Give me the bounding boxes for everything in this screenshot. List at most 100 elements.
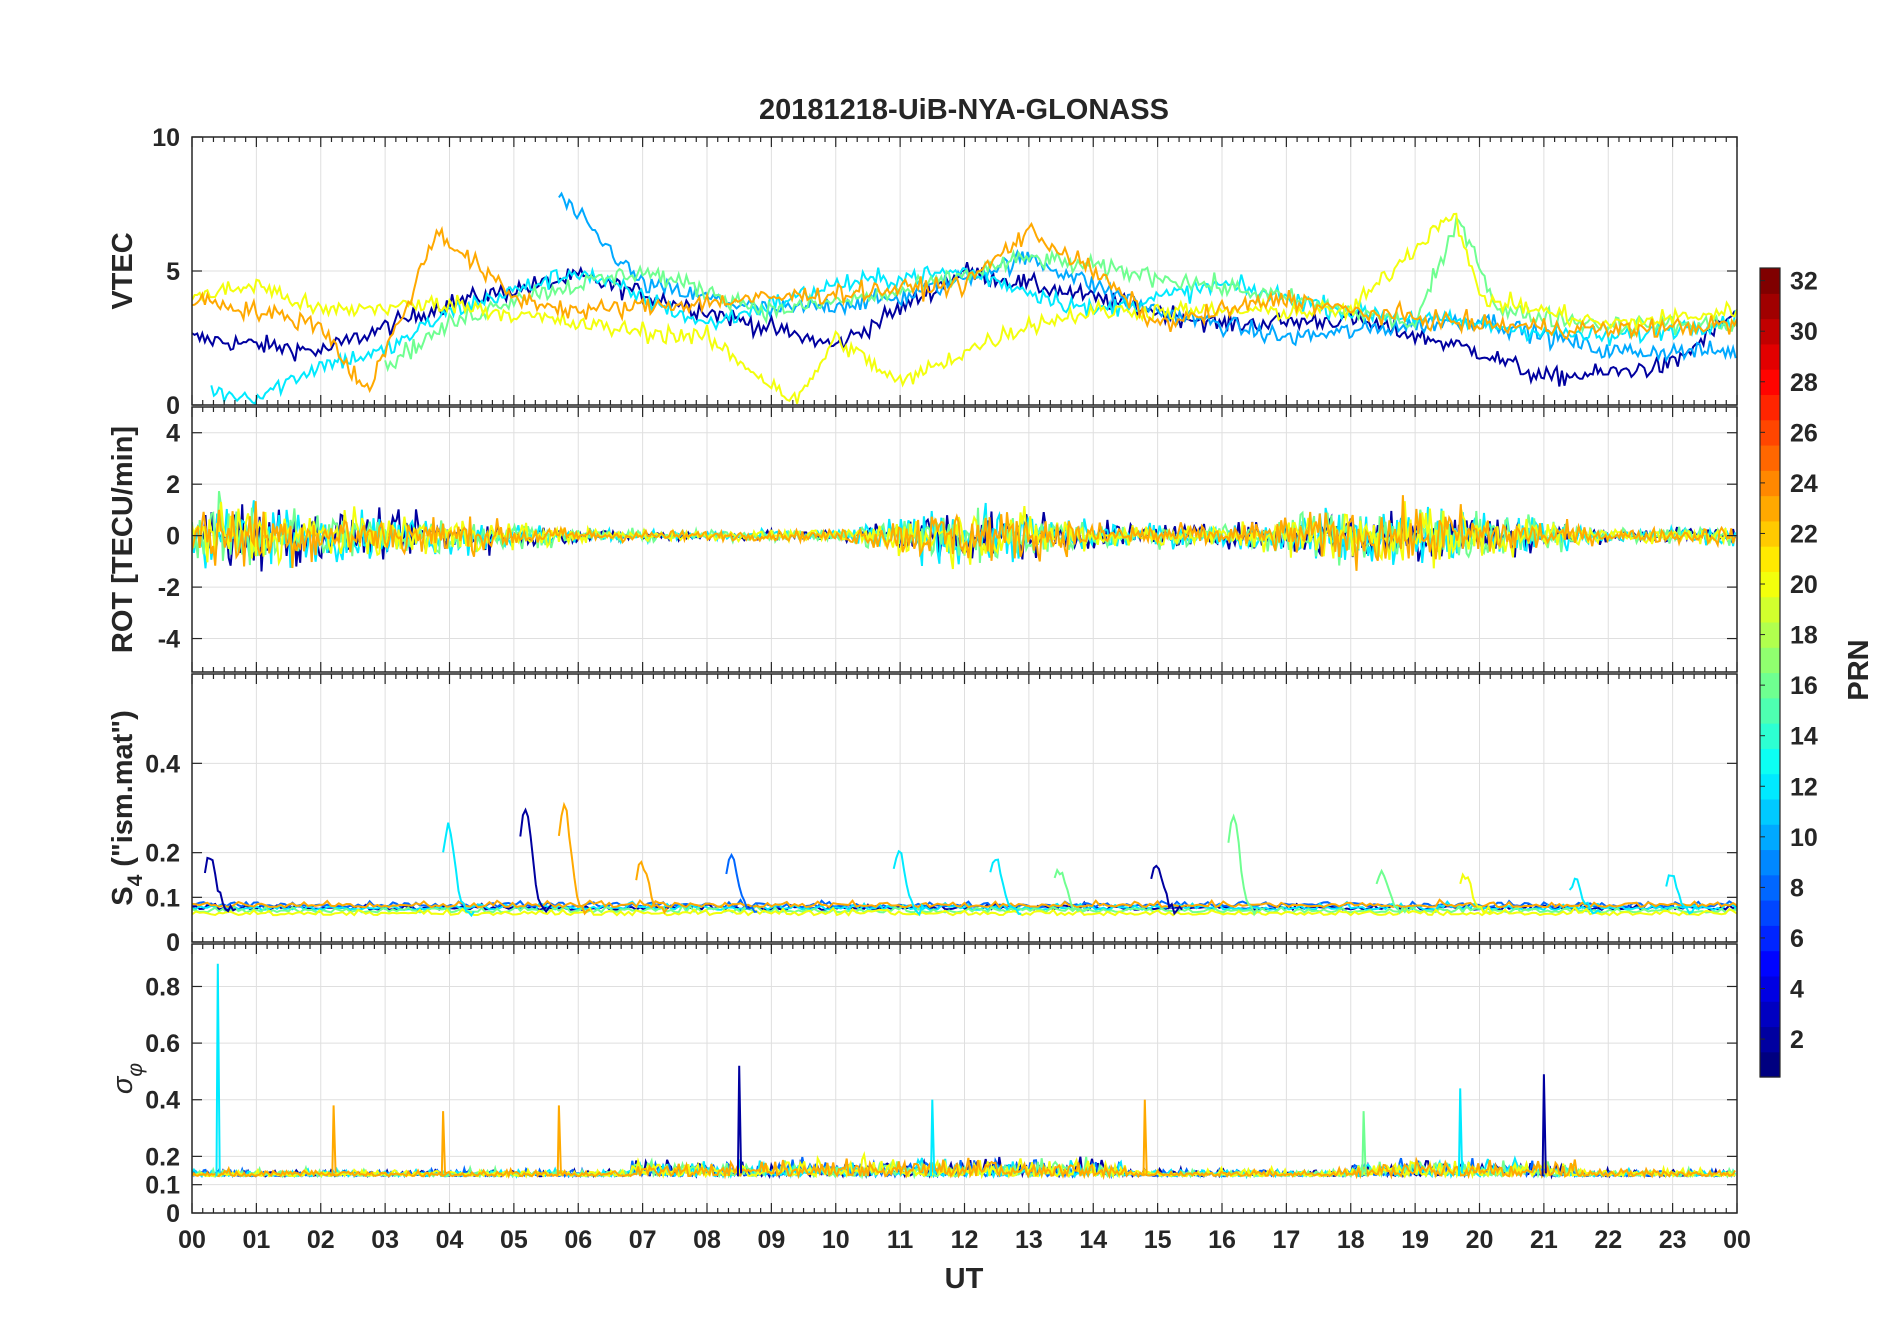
sigma-peak bbox=[1541, 1074, 1547, 1177]
colorbar-segment bbox=[1760, 925, 1780, 952]
traces bbox=[192, 963, 1737, 1181]
colorbar-segment bbox=[1760, 824, 1780, 851]
colorbar-segment bbox=[1760, 470, 1780, 497]
grid bbox=[192, 674, 1737, 942]
x-tick-label: 12 bbox=[951, 1226, 979, 1254]
colorbar-label: PRN bbox=[1843, 639, 1875, 700]
x-tick-label: 00 bbox=[178, 1226, 206, 1254]
x-tick-label: 10 bbox=[822, 1226, 850, 1254]
y-tick-label: -2 bbox=[158, 574, 180, 602]
x-ticks bbox=[191, 944, 1738, 1213]
rot-line-prn-23 bbox=[192, 495, 1737, 571]
panel-2: -4 -2 0 2 4 ROT [TECU/min] bbox=[107, 406, 1738, 673]
colorbar-tick-label: 8 bbox=[1790, 874, 1804, 902]
colorbar-tick-label: 18 bbox=[1790, 622, 1818, 650]
s4-peak bbox=[635, 860, 668, 915]
panel-3: 0 0.1 0.2 0.4 S4 ("ism.mat") bbox=[107, 673, 1738, 957]
sigma-peak bbox=[1361, 1111, 1367, 1177]
colorbar-segment bbox=[1760, 874, 1780, 901]
y-tick-label: 0.4 bbox=[145, 1087, 180, 1115]
colorbar-tick-label: 16 bbox=[1790, 672, 1818, 700]
x-axis-label: UT bbox=[945, 1263, 984, 1295]
s4-peak bbox=[1150, 864, 1183, 916]
x-tick-labels: 00 01 02 03 04 05 06 07 08 09 10 11 12 13 14 15 16 17 18 19… bbox=[178, 1226, 1751, 1254]
colorbar-segment bbox=[1760, 318, 1780, 345]
vtec-line-prn-23 bbox=[192, 221, 1737, 394]
y-tick-label: 10 bbox=[152, 124, 180, 152]
y-tick-label: 0 bbox=[166, 523, 180, 551]
x-ticks bbox=[191, 137, 1738, 405]
colorbar-segment bbox=[1760, 647, 1780, 674]
x-ticks bbox=[191, 407, 1738, 672]
x-tick-label: 09 bbox=[757, 1226, 785, 1254]
x-tick-label: 07 bbox=[629, 1226, 657, 1254]
colorbar-segment bbox=[1760, 546, 1780, 572]
y-tick-label: 0.8 bbox=[145, 973, 180, 1001]
colorbar-tick-label: 26 bbox=[1790, 419, 1818, 447]
s4-peak bbox=[203, 856, 237, 913]
colorbar-tick-label: 24 bbox=[1790, 470, 1818, 498]
colorbar-tick-label: 30 bbox=[1790, 318, 1818, 346]
colorbar-segment bbox=[1760, 343, 1780, 370]
colorbar-segment bbox=[1760, 672, 1780, 699]
y-axis-label: σφ bbox=[107, 1063, 147, 1095]
traces bbox=[192, 801, 1737, 918]
y-tick-label: 2 bbox=[166, 471, 180, 499]
grid bbox=[192, 137, 1737, 405]
x-tick-label: 22 bbox=[1594, 1226, 1622, 1254]
colorbar-segment bbox=[1760, 723, 1780, 749]
y-tick-label: -4 bbox=[158, 626, 180, 654]
traces bbox=[192, 191, 1737, 405]
y-tick-label: 5 bbox=[166, 258, 180, 286]
s4-peak bbox=[1459, 872, 1493, 914]
colorbar-segment bbox=[1760, 571, 1780, 598]
colorbar-tick-label: 4 bbox=[1790, 976, 1804, 1004]
s4-peak bbox=[989, 858, 1022, 915]
x-tick-label: 04 bbox=[436, 1226, 464, 1254]
colorbar-tick-label: 14 bbox=[1790, 723, 1818, 751]
y-label-main: σ bbox=[107, 1075, 139, 1094]
y-axis-label: S4 ("ism.mat") bbox=[107, 710, 147, 905]
y-tick-label: 0.4 bbox=[145, 750, 180, 778]
x-tick-label: 05 bbox=[500, 1226, 528, 1254]
sigma-peak bbox=[930, 1099, 936, 1177]
colorbar-segment bbox=[1760, 975, 1780, 1002]
traces bbox=[192, 490, 1737, 572]
colorbar-tick-label: 2 bbox=[1790, 1026, 1804, 1054]
vtec-line-prn-16 bbox=[384, 215, 1737, 373]
x-tick-label: 08 bbox=[693, 1226, 721, 1254]
x-tick-label: 17 bbox=[1272, 1226, 1300, 1254]
colorbar-segment bbox=[1760, 444, 1780, 471]
colorbar-segment bbox=[1760, 268, 1780, 294]
colorbar-frame bbox=[1759, 267, 1781, 1078]
x-tick-label: 01 bbox=[242, 1226, 270, 1254]
colorbar-segment bbox=[1760, 369, 1780, 396]
sigma-peak bbox=[556, 1105, 562, 1177]
y-tick-label: 0 bbox=[166, 929, 180, 957]
x-tick-label: 23 bbox=[1659, 1226, 1687, 1254]
x-tick-label: 20 bbox=[1466, 1226, 1494, 1254]
s4-peak bbox=[1227, 813, 1260, 917]
panel-1: 0 5 10 VTEC bbox=[107, 124, 1738, 420]
y-label-subscript: 4 bbox=[124, 874, 147, 886]
x-tick-label: 03 bbox=[371, 1226, 399, 1254]
y-tick-label: 0.6 bbox=[145, 1030, 180, 1058]
panel-4: 00.10.2 0.4 0.6 0.8 σφ bbox=[107, 943, 1738, 1228]
x-tick-label: 00 bbox=[1723, 1226, 1751, 1254]
sigma-line-prn-23 bbox=[192, 1156, 1736, 1181]
colorbar-segment bbox=[1760, 773, 1780, 800]
colorbar-segment bbox=[1760, 394, 1780, 421]
s4-line-prn-20 bbox=[192, 906, 1737, 917]
colorbar-segment bbox=[1760, 1001, 1780, 1028]
y-tick-label: 0 bbox=[166, 392, 180, 420]
colorbar-segment bbox=[1760, 697, 1780, 724]
y-axis-label: VTEC bbox=[107, 232, 139, 309]
y-tick-label: 4 bbox=[166, 420, 180, 448]
chart-title: 20181218-UiB-NYA-GLONASS bbox=[759, 94, 1169, 126]
s4-peak bbox=[1665, 874, 1698, 915]
sigma-peak bbox=[440, 1111, 446, 1177]
colorbar-segment bbox=[1760, 950, 1780, 977]
y-tick-label: 0.2 bbox=[145, 840, 180, 868]
s4-peak bbox=[1053, 867, 1087, 913]
